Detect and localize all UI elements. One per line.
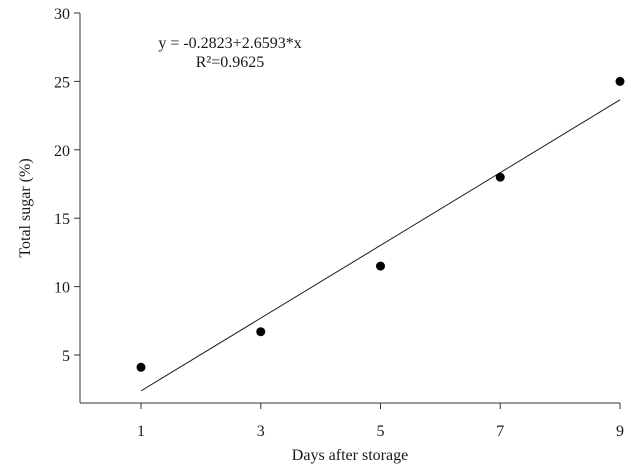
r-squared: R²=0.9625 bbox=[195, 54, 265, 71]
data-point bbox=[376, 261, 385, 271]
trend-line bbox=[140, 99, 621, 392]
data-point bbox=[495, 172, 505, 182]
data-point bbox=[615, 76, 625, 86]
y-axis-title: Total sugar (%) bbox=[17, 158, 34, 257]
data-point bbox=[256, 327, 266, 337]
y-tick-label: 30 bbox=[54, 6, 70, 23]
y-tick-label: 15 bbox=[54, 211, 70, 228]
y-tick-label: 20 bbox=[54, 143, 70, 160]
data-point bbox=[136, 362, 146, 372]
axes bbox=[79, 13, 620, 404]
regression-equation: y = -0.2823+2.6593*x bbox=[158, 35, 302, 52]
y-tick-label: 10 bbox=[54, 280, 70, 297]
ticks: 5 10 15 20 25 30 1 3 5 7 9 bbox=[54, 6, 624, 440]
data-points bbox=[136, 76, 625, 372]
x-tick-label: 3 bbox=[257, 423, 265, 440]
x-tick-label: 5 bbox=[377, 423, 385, 440]
y-tick-label: 25 bbox=[54, 74, 70, 91]
x-tick-label: 9 bbox=[616, 423, 624, 440]
x-tick-label: 7 bbox=[496, 423, 504, 440]
x-axis-title: Days after storage bbox=[292, 447, 408, 464]
regression-line bbox=[140, 99, 621, 392]
equation-annotation: y = -0.2823+2.6593*x R²=0.9625 bbox=[150, 34, 310, 72]
y-tick-label: 5 bbox=[62, 348, 70, 365]
x-tick-label: 1 bbox=[137, 423, 145, 440]
